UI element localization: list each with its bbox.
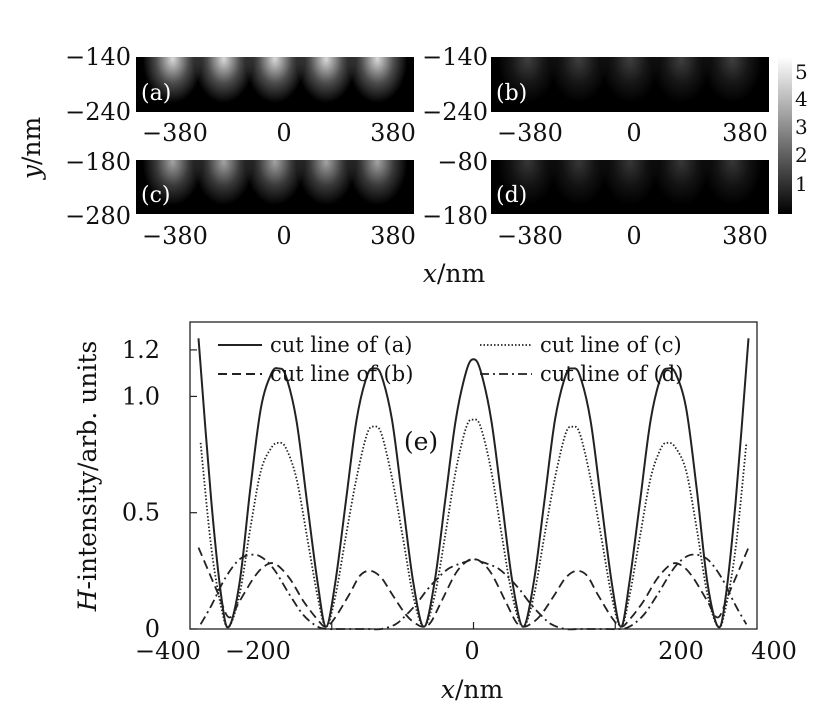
panel-c-ytick-top: −180: [65, 148, 131, 176]
heatmap-bright-spot: [497, 160, 558, 206]
panel-a-xtick-left: −380: [142, 119, 208, 147]
panel-d-ytick-top: −80: [437, 148, 488, 176]
heatmap-bright-spot: [548, 160, 609, 206]
y-tick-label: 1.0: [122, 382, 160, 410]
panel-d-xtick-right: 380: [722, 222, 768, 250]
x-tick-label: −200: [225, 637, 291, 665]
legend-label-d: cut line of (d): [540, 362, 683, 386]
y-tick-label: 0.5: [122, 499, 160, 527]
panel-a-ytick-bottom: −240: [65, 98, 131, 126]
heatmap-d-bright-spots: [497, 160, 763, 206]
panel-b-label: (b): [496, 81, 527, 106]
panel-b-xtick-left: −380: [497, 119, 563, 147]
heatmap-a-bright-spots: [142, 57, 408, 103]
panel-a-xtick-mid: 0: [276, 119, 291, 147]
panel-a-label: (a): [141, 81, 171, 106]
panel-b-ytick-top: −140: [422, 43, 488, 71]
panel-c-xtick-left: −380: [142, 222, 208, 250]
colorbar-tick-1: 1: [795, 172, 808, 196]
heatmap-bright-spot: [347, 160, 408, 206]
heatmap-bright-spot: [193, 57, 254, 103]
heatmap-x-axis-label: x/nm: [423, 259, 486, 288]
panel-c-xtick-right: 380: [370, 222, 416, 250]
heatmap-bright-spot: [600, 57, 660, 103]
panel-b-xtick-mid: 0: [626, 119, 641, 147]
x-tick-label: 200: [658, 637, 704, 665]
heatmap-bright-spot: [651, 57, 712, 103]
line-x-axis-label: x/nm: [441, 675, 504, 704]
panel-d-xtick-left: −380: [497, 222, 563, 250]
heatmap-bright-spot: [497, 57, 558, 103]
series-line-b: [197, 547, 750, 628]
x-tick-label: 400: [751, 637, 797, 665]
heatmap-bright-spot: [245, 57, 305, 103]
heatmap-panel-d: (d) −80 −180 −380 0 380: [422, 148, 769, 250]
heatmap-c-bright-spots: [142, 160, 408, 206]
panel-a-xtick-right: 380: [370, 119, 416, 147]
panel-c-ytick-bottom: −280: [65, 202, 131, 230]
colorbar-tick-2: 2: [795, 143, 808, 167]
heatmap-panels: (a) −140 −240 −380 0 380 (b) −140 −240 −…: [17, 43, 808, 288]
heatmap-bright-spot: [651, 160, 712, 206]
x-tick-label: 0: [464, 637, 479, 665]
x-tick-label: −400: [135, 637, 201, 665]
colorbar-tick-5: 5: [795, 60, 808, 84]
panel-c-xtick-mid: 0: [276, 222, 291, 250]
legend: cut line of (a) cut line of (b) cut line…: [218, 333, 683, 386]
panel-d-ytick-bottom: −180: [422, 202, 488, 230]
series-line-c: [199, 418, 748, 629]
colorbar-tick-3: 3: [795, 115, 808, 139]
x-axis-ticks: −400 −200 0 200 400: [135, 622, 797, 665]
y-tick-label: 0: [145, 615, 160, 643]
heatmap-bright-spot: [347, 57, 408, 103]
panel-d-xtick-mid: 0: [626, 222, 641, 250]
line-chart-e: −400 −200 0 200 400 0 0.5 1.0 1.2 (e) cut line …: [73, 321, 797, 704]
panel-b-xtick-right: 380: [722, 119, 768, 147]
heatmap-b-bright-spots: [497, 57, 763, 103]
panel-b-ytick-bottom: −240: [422, 98, 488, 126]
series-lines: [197, 338, 750, 631]
heatmap-bright-spot: [702, 160, 763, 206]
colorbar: 5 4 3 2 1: [778, 57, 808, 214]
heatmap-panel-a: (a) −140 −240 −380 0 380: [65, 43, 416, 147]
y-tick-label: 1.2: [122, 336, 160, 364]
panel-d-label: (d): [496, 183, 527, 208]
panel-a-ytick-top: −140: [65, 43, 131, 71]
panel-c-label: (c): [141, 183, 171, 208]
heatmap-bright-spot: [245, 160, 305, 206]
heatmap-bright-spot: [296, 160, 357, 206]
line-y-axis-label: H-intensity/arb. units: [73, 341, 102, 613]
colorbar-gradient: [778, 57, 792, 214]
heatmap-bright-spot: [600, 160, 660, 206]
legend-label-a: cut line of (a): [270, 333, 412, 357]
heatmap-bright-spot: [702, 57, 763, 103]
series-line-d: [199, 553, 748, 631]
heatmap-bright-spot: [142, 57, 203, 103]
heatmap-bright-spot: [296, 57, 357, 103]
heatmap-panel-c: (c) −180 −280 −380 0 380: [65, 148, 416, 250]
series-line-a: [197, 338, 750, 629]
heatmap-bright-spot: [193, 160, 254, 206]
heatmap-y-axis-label: y/nm: [17, 117, 46, 181]
legend-label-c: cut line of (c): [540, 333, 682, 357]
colorbar-tick-4: 4: [795, 87, 808, 111]
chart-annotation-e: (e): [404, 427, 438, 456]
heatmap-panel-b: (b) −140 −240 −380 0 380: [422, 43, 769, 147]
legend-label-b: cut line of (b): [270, 362, 413, 386]
heatmap-bright-spot: [548, 57, 609, 103]
heatmap-bright-spot: [142, 160, 203, 206]
y-axis-ticks: 0 0.5 1.0 1.2: [122, 336, 197, 643]
